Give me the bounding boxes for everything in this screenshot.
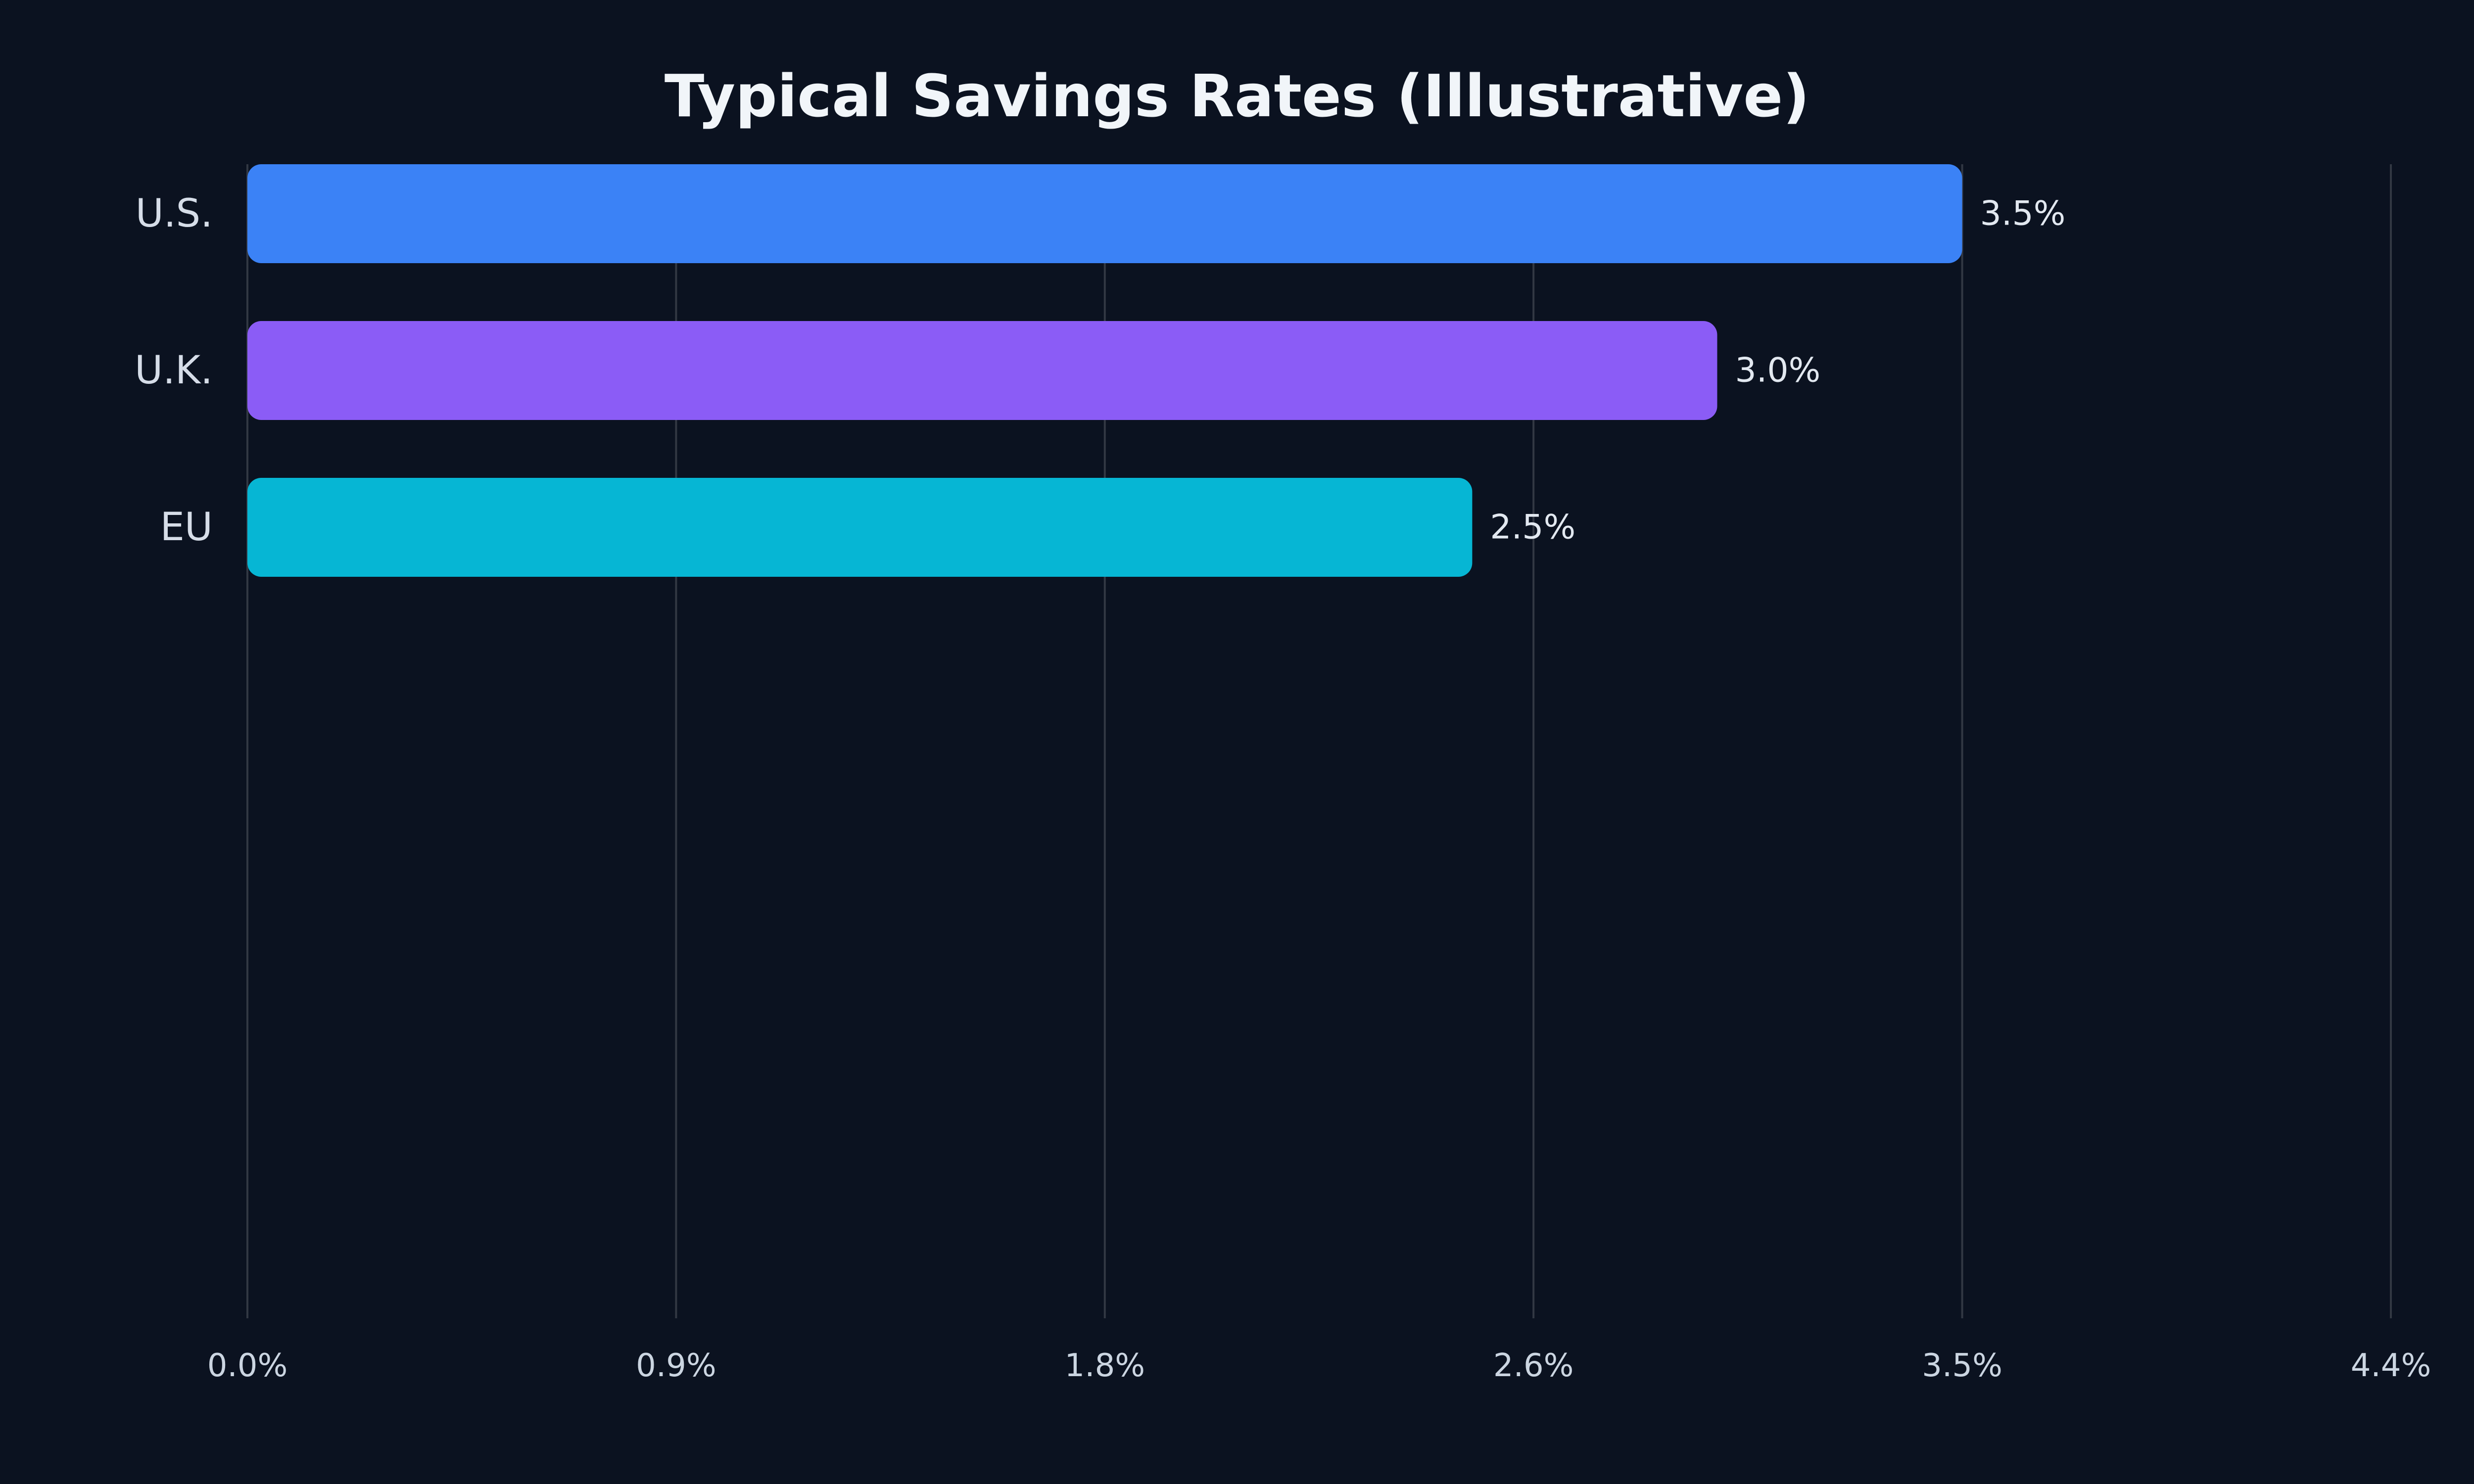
bars (247, 164, 1962, 577)
bar (247, 164, 1962, 263)
x-tick-label: 1.8% (1065, 1347, 1145, 1384)
x-tick-label: 0.9% (636, 1347, 716, 1384)
category-label: EU (160, 505, 213, 550)
x-tick-label: 0.0% (207, 1347, 288, 1384)
bar-value-label: 3.5% (1980, 194, 2066, 233)
category-label: U.K. (135, 348, 213, 393)
x-tick-label: 2.6% (1493, 1347, 1574, 1384)
labels: 0.0% 0.9% 1.8% 2.6% 3.5% 4.4% U.S. 3.5% U.K. 3.0%… (135, 191, 2431, 1384)
x-tick-label: 4.4% (2351, 1347, 2431, 1384)
bar (247, 478, 1473, 577)
bar-value-label: 2.5% (1490, 508, 1575, 547)
x-tick-label: 3.5% (1922, 1347, 2002, 1384)
bar (247, 321, 1717, 420)
chart-title: Typical Savings Rates (Illustrative) (665, 62, 1809, 130)
category-label: U.S. (136, 191, 213, 236)
bar-value-label: 3.0% (1735, 351, 1821, 390)
